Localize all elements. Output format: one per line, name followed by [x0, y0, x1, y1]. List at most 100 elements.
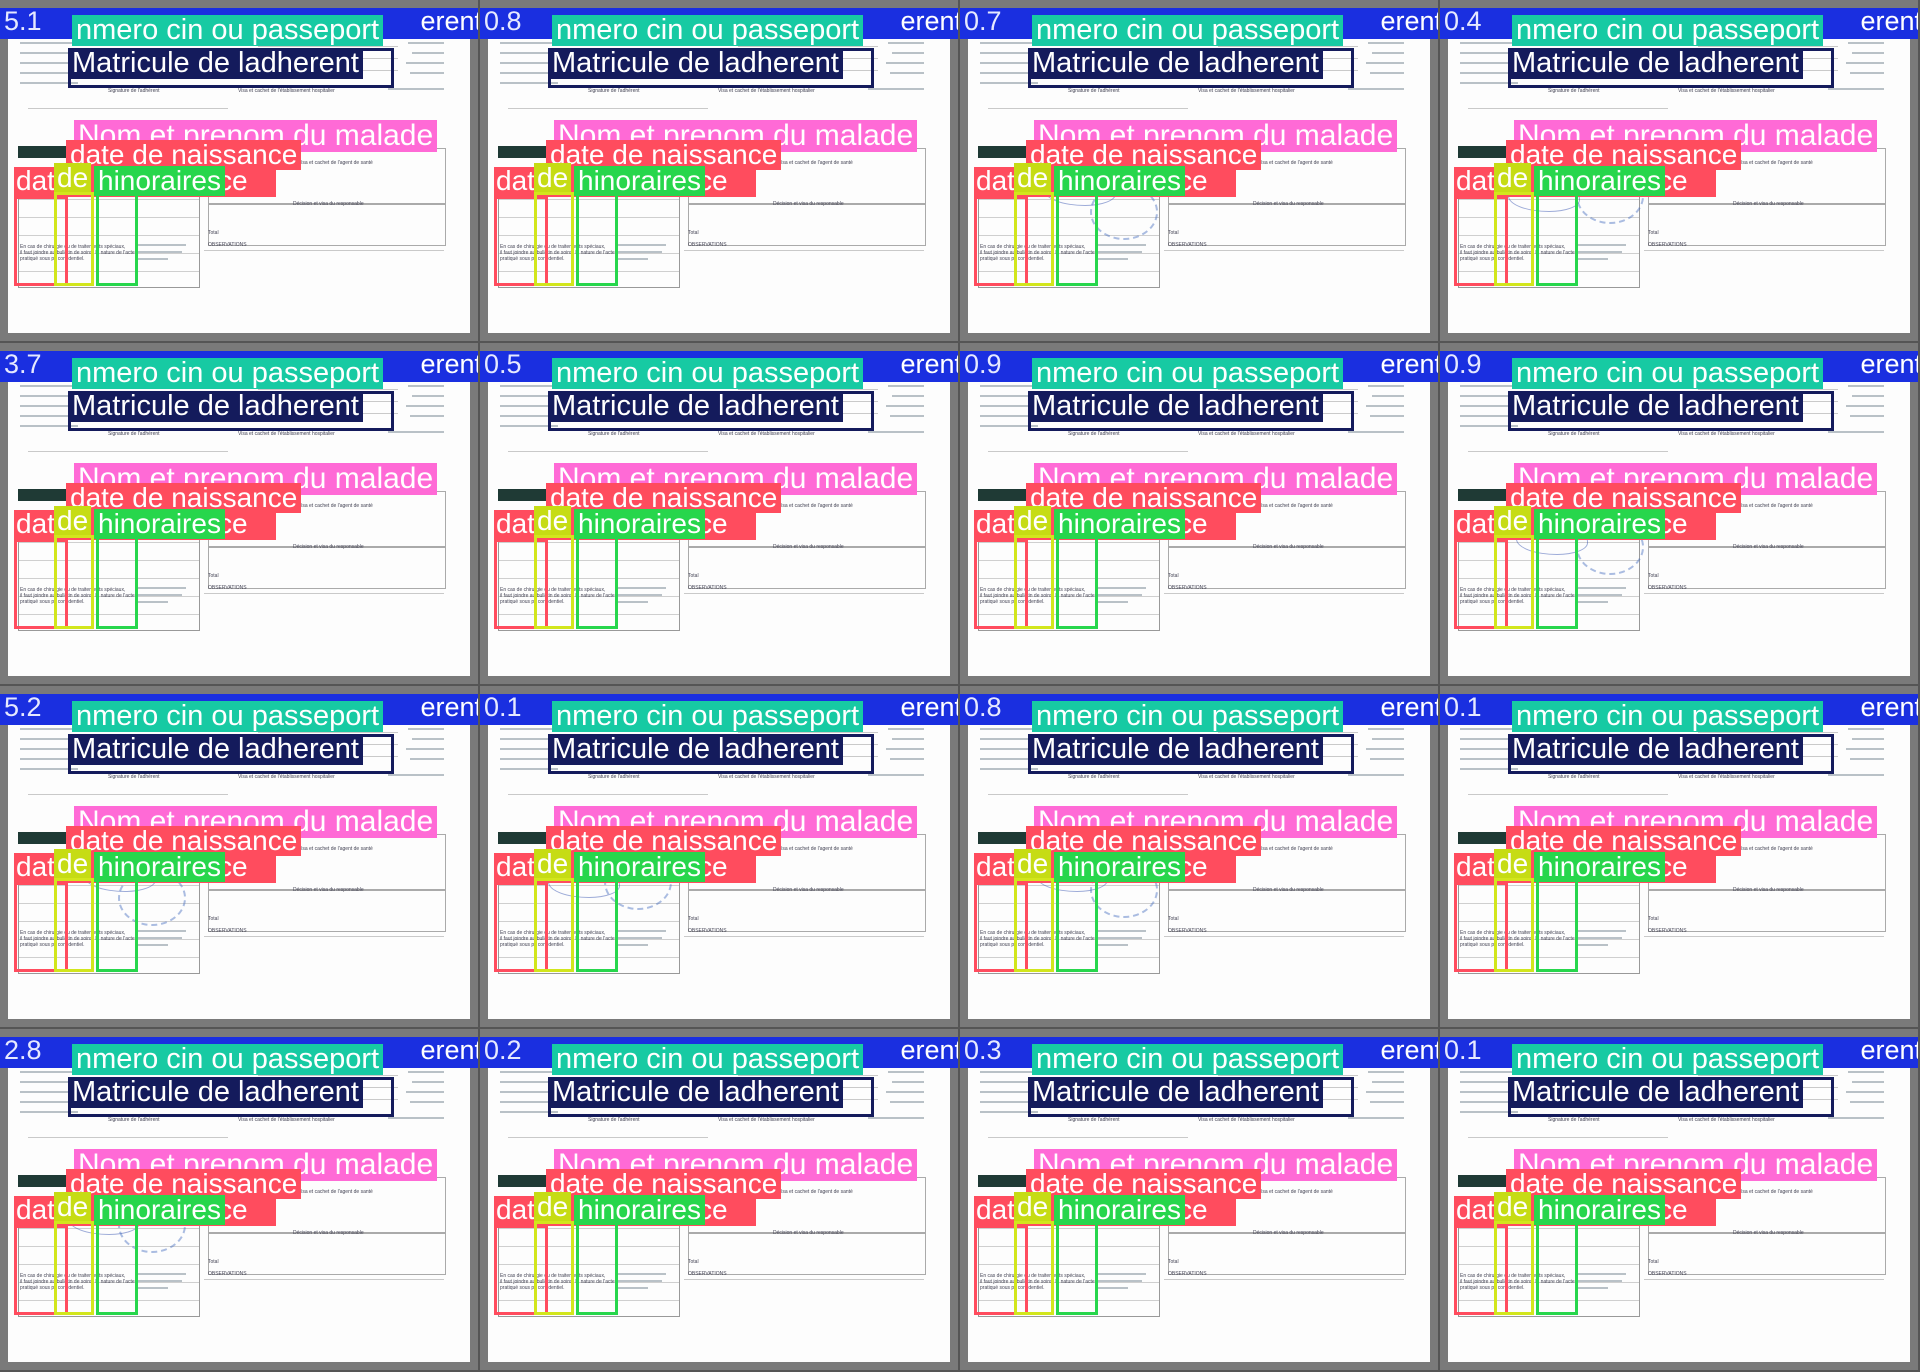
honoraires-box [1056, 192, 1098, 286]
honoraires-box [576, 192, 618, 286]
date-acte-left: dat [976, 165, 1015, 196]
result-tile-11: Signature de l'adhérent Visa et cachet d… [960, 686, 1440, 1029]
footer-line-1: En cas de chirurgie ou de traitements sp… [500, 1273, 606, 1279]
signature-caption: Signature de l'adhérent [1068, 774, 1120, 780]
tile-prefix: 0.8 [964, 692, 1002, 722]
section-header [978, 146, 1030, 158]
date-acte-left: dat [496, 1194, 535, 1225]
naissance-label: date de naissance [546, 826, 782, 856]
result-tile-6: Signature de l'adhérent Visa et cachet d… [480, 343, 960, 686]
signature-caption: Signature de l'adhérent [108, 88, 160, 94]
section-header [18, 489, 70, 501]
decision-panel [1168, 890, 1406, 932]
de-label: de [1014, 506, 1052, 536]
visa-caption: Visa et cachet de l'établissement hospit… [1198, 1117, 1295, 1123]
observations-caption: OBSERVATIONS [1168, 1271, 1207, 1277]
footer-line-2: il faut joindre au bulletin de soins, la… [500, 1279, 615, 1285]
de-box [1494, 192, 1534, 286]
date-acte-box [494, 882, 548, 972]
de-box [534, 535, 574, 629]
naissance-label: date de naissance [1506, 483, 1742, 513]
result-tile-10: Signature de l'adhérent Visa et cachet d… [480, 686, 960, 1029]
decision-caption: Décision et visa du responsable [1733, 544, 1804, 550]
signature-caption: Signature de l'adhérent [588, 774, 640, 780]
decision-caption: Décision et visa du responsable [293, 887, 364, 893]
footer-line-2: il faut joindre au bulletin de soins, la… [1460, 936, 1575, 942]
visa-caption: Visa et cachet de l'établissement hospit… [1678, 774, 1775, 780]
footer-line-2: il faut joindre au bulletin de soins, la… [980, 1279, 1095, 1285]
date-acte-box [494, 196, 548, 286]
agent-visa-caption: Visa et cachet de l'agent de santé [778, 846, 853, 852]
de-label: de [1014, 849, 1052, 879]
decision-panel [1168, 204, 1406, 246]
date-acte-box [494, 539, 548, 629]
visa-caption: Visa et cachet de l'établissement hospit… [1198, 774, 1295, 780]
honoraires-box [1536, 535, 1578, 629]
cin-bar-suffix: erent [1380, 692, 1440, 722]
signature-caption: Signature de l'adhérent [108, 774, 160, 780]
honoraires-box [1536, 192, 1578, 286]
observations-caption: OBSERVATIONS [1648, 242, 1687, 248]
visa-caption: Visa et cachet de l'établissement hospit… [1198, 431, 1295, 437]
matricule-label: Matricule de ladherent [68, 1077, 363, 1108]
footer-line-3: pratiqué sous pli confidentiel. [980, 942, 1045, 948]
date-acte-box [14, 539, 68, 629]
de-box [54, 1221, 94, 1315]
tile-prefix: 5.2 [4, 692, 42, 722]
cin-bar-suffix: erent [420, 349, 480, 379]
naissance-label: date de naissance [66, 826, 302, 856]
date-acte-box [14, 196, 68, 286]
observations-caption: OBSERVATIONS [1168, 242, 1207, 248]
result-tile-9: Signature de l'adhérent Visa et cachet d… [0, 686, 480, 1029]
result-tile-1: Signature de l'adhérent Visa et cachet d… [0, 0, 480, 343]
date-acte-left: dat [976, 1194, 1015, 1225]
footer-line-2: il faut joindre au bulletin de soins, la… [980, 593, 1095, 599]
cin-label: nmero cin ou passeport [1512, 701, 1824, 732]
matricule-label: Matricule de ladherent [1508, 1077, 1803, 1108]
cin-bar-suffix: erent [1860, 6, 1920, 36]
signature-caption: Signature de l'adhérent [588, 431, 640, 437]
tile-prefix: 0.1 [1444, 1035, 1482, 1065]
honoraires-box [96, 1221, 138, 1315]
date-acte-left: dat [1456, 508, 1495, 539]
de-box [534, 878, 574, 972]
agent-visa-caption: Visa et cachet de l'agent de santé [1738, 846, 1813, 852]
footer-line-3: pratiqué sous pli confidentiel. [500, 942, 565, 948]
cin-bar-suffix: erent [1380, 1035, 1440, 1065]
decision-caption: Décision et visa du responsable [293, 544, 364, 550]
de-box [54, 535, 94, 629]
section-header [1458, 489, 1510, 501]
cin-bar-suffix: erent [420, 1035, 480, 1065]
de-label: de [54, 1192, 92, 1222]
signature-caption: Signature de l'adhérent [1068, 431, 1120, 437]
date-acte-left: dat [976, 851, 1015, 882]
observations-caption: OBSERVATIONS [208, 585, 247, 591]
honoraires-label: hinoraires [1534, 509, 1665, 539]
visa-caption: Visa et cachet de l'établissement hospit… [718, 774, 815, 780]
naissance-label: date de naissance [546, 140, 782, 170]
decision-caption: Décision et visa du responsable [1253, 887, 1324, 893]
de-label: de [534, 163, 572, 193]
honoraires-label: hinoraires [1054, 509, 1185, 539]
footer-line-2: il faut joindre au bulletin de soins, la… [1460, 250, 1575, 256]
cin-label: nmero cin ou passeport [1032, 1044, 1344, 1075]
cin-label: nmero cin ou passeport [1512, 1044, 1824, 1075]
cin-label: nmero cin ou passeport [72, 358, 384, 389]
honoraires-box [1056, 1221, 1098, 1315]
matricule-label: Matricule de ladherent [548, 48, 843, 79]
decision-caption: Décision et visa du responsable [1253, 201, 1324, 207]
honoraires-label: hinoraires [94, 852, 225, 882]
agent-visa-caption: Visa et cachet de l'agent de santé [1738, 160, 1813, 166]
date-acte-box [1454, 882, 1508, 972]
result-tile-13: Signature de l'adhérent Visa et cachet d… [0, 1029, 480, 1372]
observations-caption: OBSERVATIONS [1168, 928, 1207, 934]
decision-panel [208, 1233, 446, 1275]
tile-prefix: 5.1 [4, 6, 42, 36]
date-acte-left: dat [16, 851, 55, 882]
result-tile-16: Signature de l'adhérent Visa et cachet d… [1440, 1029, 1920, 1372]
cin-label: nmero cin ou passeport [72, 15, 384, 46]
naissance-label: date de naissance [1026, 1169, 1262, 1199]
footer-line-3: pratiqué sous pli confidentiel. [1460, 599, 1525, 605]
tile-prefix: 0.8 [484, 6, 522, 36]
naissance-label: date de naissance [1026, 826, 1262, 856]
